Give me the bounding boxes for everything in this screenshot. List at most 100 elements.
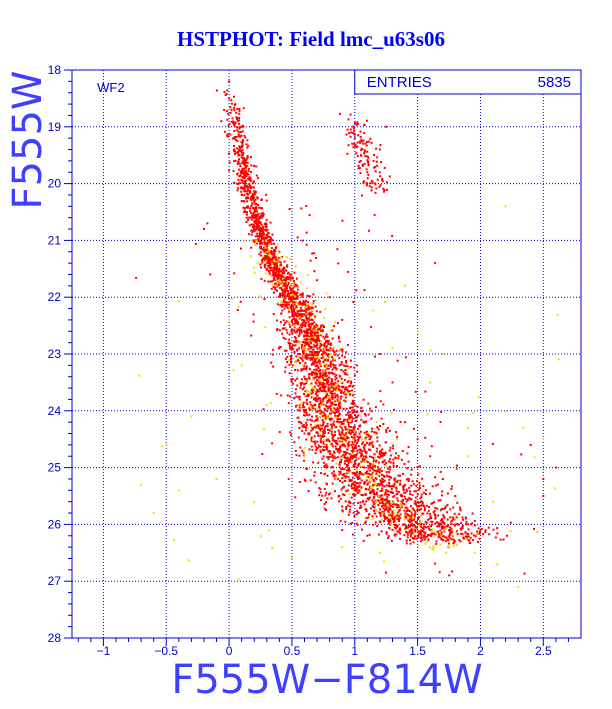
data-point-red: [240, 247, 242, 250]
data-point-red: [384, 508, 387, 511]
data-point-red: [282, 336, 285, 339]
data-point-red: [263, 223, 266, 225]
data-point-yellow: [319, 363, 322, 366]
data-point-yellow: [391, 501, 394, 504]
data-point-red: [270, 252, 273, 255]
data-point-red: [313, 435, 316, 438]
data-point-yellow: [313, 390, 316, 392]
data-point-red: [236, 117, 238, 120]
y-tick-label: 19: [48, 120, 62, 134]
data-point-yellow: [304, 393, 307, 396]
data-point-yellow: [455, 543, 458, 546]
data-point-red: [284, 321, 287, 324]
data-point-red: [324, 404, 327, 407]
data-point-red: [316, 379, 319, 382]
data-point-red: [372, 478, 375, 481]
data-point-red: [309, 347, 312, 350]
data-point-red: [389, 446, 392, 449]
data-point-red: [243, 211, 246, 213]
data-point-red: [393, 519, 396, 522]
data-point-red: [359, 172, 362, 175]
data-point-red: [387, 518, 390, 521]
data-point-red: [277, 274, 279, 277]
data-point-red: [354, 487, 357, 490]
data-point-red: [283, 323, 285, 326]
data-point-red: [299, 300, 301, 303]
data-point-red: [433, 510, 436, 512]
data-point-red: [314, 351, 317, 354]
data-point-red: [296, 409, 299, 412]
data-point-yellow: [306, 273, 309, 276]
data-point-red: [319, 451, 322, 454]
data-point-red: [383, 190, 385, 193]
data-point-red: [310, 356, 313, 359]
data-point-red: [422, 485, 425, 488]
data-point-red: [402, 472, 405, 475]
data-point-red: [349, 407, 351, 410]
data-point-red: [351, 431, 353, 434]
data-point-yellow: [504, 205, 507, 208]
data-point-red: [305, 243, 308, 246]
data-point-red: [379, 400, 382, 403]
data-point-red: [354, 121, 357, 124]
data-point-red: [404, 484, 407, 487]
data-point-red: [368, 533, 371, 536]
data-point-red: [444, 540, 447, 543]
data-point-red: [354, 456, 357, 459]
data-point-red: [372, 457, 375, 460]
data-point-red: [491, 442, 494, 445]
data-point-red: [246, 190, 249, 193]
data-point-red: [382, 423, 385, 425]
data-point-red: [273, 276, 275, 279]
data-point-red: [237, 154, 240, 157]
data-point-red: [238, 112, 241, 115]
data-point-red: [451, 519, 454, 522]
data-point-red: [385, 484, 388, 487]
data-point-red: [542, 478, 545, 480]
data-point-yellow: [253, 266, 256, 269]
data-point-red: [300, 368, 303, 371]
data-point-red: [339, 375, 342, 378]
data-point-red: [298, 329, 301, 332]
data-point-red: [290, 361, 292, 364]
data-point-red: [443, 526, 446, 529]
data-point-red: [315, 398, 318, 401]
data-point-red: [295, 294, 298, 297]
data-point-yellow: [321, 413, 324, 416]
data-point-red: [255, 165, 258, 168]
data-point-yellow: [413, 532, 416, 535]
data-point-red: [291, 346, 293, 349]
data-point-red: [338, 385, 341, 388]
data-point-red: [452, 506, 455, 509]
data-point-red: [245, 221, 248, 223]
data-point-red: [352, 502, 355, 505]
data-point-red: [365, 168, 368, 171]
data-point-red: [316, 354, 319, 357]
data-point-yellow: [304, 350, 307, 352]
data-point-red: [331, 439, 334, 442]
data-point-red: [302, 351, 305, 354]
data-point-red: [342, 473, 345, 476]
data-point-red: [223, 91, 226, 93]
data-point-red: [380, 417, 383, 420]
data-point-red: [332, 386, 335, 389]
data-point-red: [301, 343, 304, 346]
data-point-red: [325, 340, 327, 343]
data-point-red: [247, 144, 250, 147]
data-point-red: [390, 485, 393, 488]
data-point-red: [448, 529, 450, 532]
data-point-red: [270, 238, 273, 241]
data-point-red: [242, 186, 245, 189]
data-point-red: [449, 532, 452, 535]
data-point-red: [393, 533, 396, 536]
data-point-red: [263, 240, 266, 243]
data-point-red: [450, 488, 453, 490]
data-point-red: [348, 510, 351, 513]
data-point-red: [280, 274, 283, 277]
data-point-red: [414, 390, 417, 393]
data-point-red: [334, 359, 337, 362]
data-point-red: [308, 368, 311, 371]
data-point-red: [330, 386, 333, 389]
data-point-red: [340, 391, 343, 393]
data-point-red: [305, 334, 308, 336]
